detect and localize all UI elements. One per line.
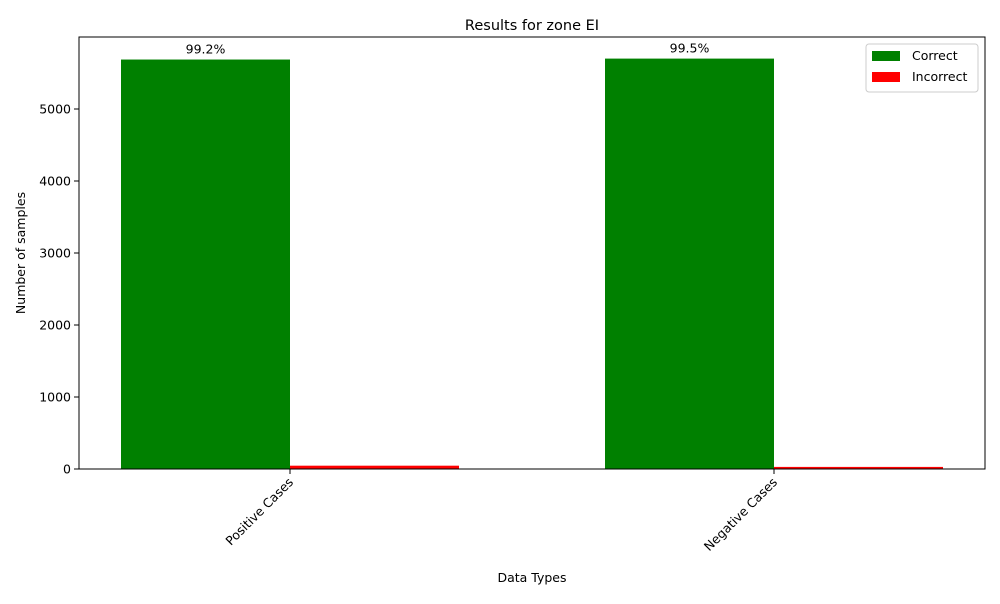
plot-frame xyxy=(78,36,986,470)
bar-incorrect-0 xyxy=(290,465,459,469)
bar-labels-group: 99.2% 99.5% xyxy=(186,41,710,57)
bar-value-label: 99.5% xyxy=(670,41,710,56)
bars-group xyxy=(121,58,943,469)
y-axis-label: Number of samples xyxy=(13,192,28,314)
legend: Correct Incorrect xyxy=(865,43,979,93)
bar-correct-1 xyxy=(605,58,774,469)
y-tick-label: 2000 xyxy=(39,318,71,333)
y-tick-label: 5000 xyxy=(39,102,71,117)
legend-label-correct: Correct xyxy=(912,48,958,63)
legend-label-incorrect: Incorrect xyxy=(912,69,967,84)
x-tick-label: Negative Cases xyxy=(701,475,780,554)
x-axis: Positive Cases Negative Cases xyxy=(222,469,780,554)
y-tick-label: 4000 xyxy=(39,174,71,189)
y-axis: 0 1000 2000 3000 4000 5000 xyxy=(39,102,79,477)
legend-swatch-incorrect xyxy=(872,72,900,82)
x-tick-label: Positive Cases xyxy=(222,475,296,549)
bar-correct-0 xyxy=(121,59,290,469)
x-axis-label: Data Types xyxy=(497,570,566,585)
y-tick-label: 1000 xyxy=(39,390,71,405)
chart-title: Results for zone EI xyxy=(465,18,599,34)
legend-swatch-correct xyxy=(872,51,900,61)
bar-incorrect-1 xyxy=(774,466,943,469)
y-tick-label: 0 xyxy=(63,462,71,477)
y-tick-label: 3000 xyxy=(39,246,71,261)
bar-value-label: 99.2% xyxy=(186,42,226,57)
